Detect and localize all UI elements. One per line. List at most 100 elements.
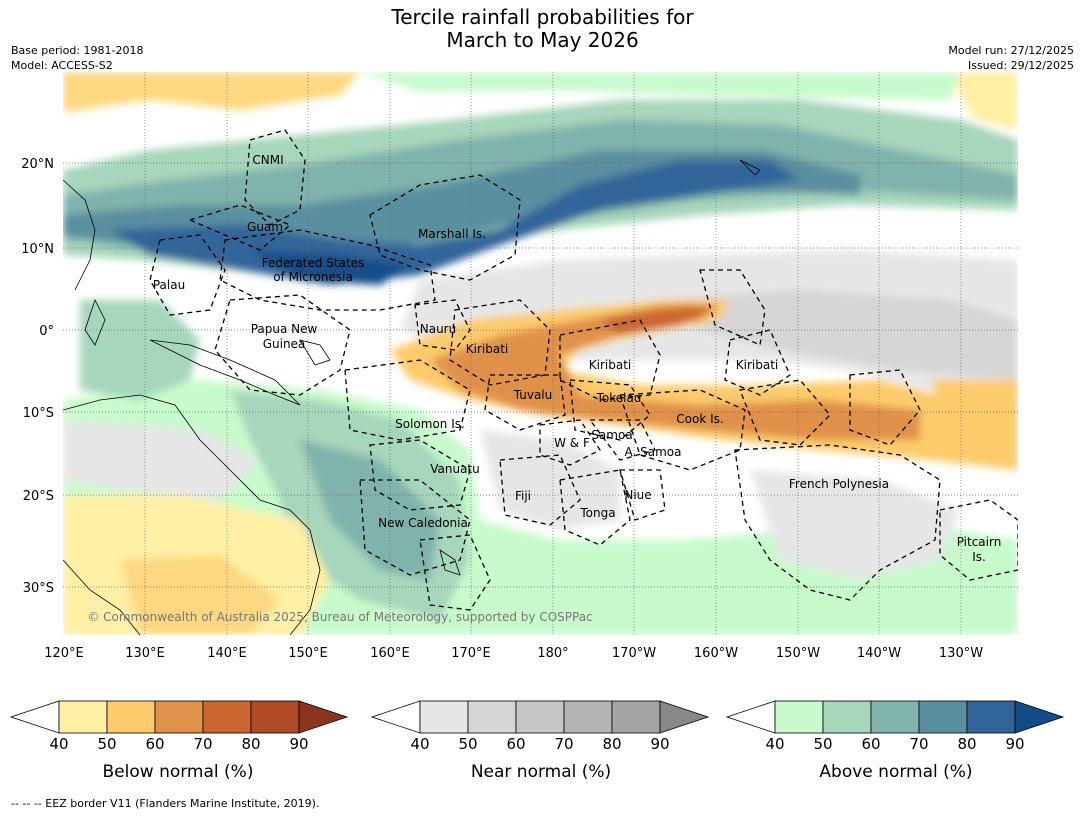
lon-label: 150°W — [776, 646, 820, 661]
region-label: Marshall Is. — [418, 227, 486, 241]
map-field: © Commonwealth of Australia 2025, Bureau… — [63, 72, 1018, 635]
colorbar-segment — [250, 700, 300, 734]
colorbar-tick-label: 50 — [813, 735, 833, 753]
colorbar-min-extension — [9, 700, 60, 734]
region-label: French Polynesia — [789, 477, 889, 491]
region-label: Federated States — [262, 256, 364, 270]
region-label: Niue — [624, 488, 651, 502]
footnote: -- -- -- EEZ border V11 (Flanders Marine… — [11, 797, 320, 810]
colorbar-max-extension — [1014, 700, 1065, 734]
region-label: Tonga — [579, 506, 615, 520]
lat-label: 10°S — [23, 406, 54, 421]
lon-label: 160°E — [370, 646, 410, 661]
colorbar-min-extension — [725, 700, 776, 734]
region-label: Kiribati — [466, 342, 508, 356]
colorbar-segment — [563, 700, 613, 734]
lon-label: 130°W — [939, 646, 983, 661]
colorbar-segment — [611, 700, 661, 734]
colorbar-segment — [154, 700, 204, 734]
region-label: Fiji — [515, 489, 531, 503]
lon-label: 180° — [537, 646, 568, 661]
lat-label: 0° — [39, 324, 54, 339]
region-label: Guam — [247, 220, 283, 234]
colorbar-segment — [467, 700, 517, 734]
latitude-labels: 20°N 10°N 0° 10°S 20°S 30°S — [21, 157, 54, 596]
colorbar-max-extension — [298, 700, 349, 734]
colorbar-segment — [515, 700, 565, 734]
colorbar-segment — [106, 700, 156, 734]
region-label: Pitcairn — [957, 535, 1002, 549]
region-label: Is. — [972, 550, 986, 564]
colorbar-tick-label: 60 — [506, 735, 526, 753]
lat-label: 30°S — [23, 581, 54, 596]
graticule — [63, 72, 1018, 635]
colorbar-tick-label: 70 — [909, 735, 929, 753]
lon-label: 130°E — [125, 646, 165, 661]
lon-label: 170°E — [451, 646, 491, 661]
region-label: Samoa — [591, 428, 632, 442]
title-line-2: March to May 2026 — [446, 28, 639, 52]
region-label: Guinea — [263, 337, 306, 351]
colorbar-max-extension — [659, 700, 710, 734]
colorbar-tick-label: 70 — [554, 735, 574, 753]
colorbar-label-below: Below normal (%) — [102, 762, 254, 782]
colorbar-tick-label: 50 — [458, 735, 478, 753]
lon-label: 160°W — [694, 646, 738, 661]
region-label: Tuvalu — [513, 388, 553, 402]
lat-label: 20°N — [21, 157, 54, 172]
region-label: New Caledonia — [378, 516, 468, 530]
title-line-1: Tercile rainfall probabilities for — [391, 5, 694, 29]
region-label: A. Samoa — [625, 445, 682, 459]
colorbar-tick-label: 40 — [765, 735, 785, 753]
colorbar-tick-label: 60 — [145, 735, 165, 753]
colorbar-label-above: Above normal (%) — [819, 762, 973, 782]
region-label: Palau — [153, 278, 185, 292]
coastlines — [63, 159, 761, 635]
colorbar-segment — [419, 700, 469, 734]
colorbar-segment — [58, 700, 108, 734]
lon-label: 120°E — [44, 646, 84, 661]
region-label: Kiribati — [589, 358, 631, 372]
colorbar-segment — [202, 700, 252, 734]
eez-borders — [149, 129, 1018, 611]
colorbar-tick-label: 80 — [602, 735, 622, 753]
region-label: Nauru — [420, 322, 456, 336]
colorbar-tick-label: 40 — [410, 735, 430, 753]
colorbar-near-normal — [370, 700, 710, 734]
region-label: Cook Is. — [676, 412, 723, 426]
colorbar-tick-label: 90 — [650, 735, 670, 753]
issued-date: Issued: 29/12/2025 — [967, 59, 1074, 72]
region-label: Vanuatu — [430, 462, 480, 476]
colorbar-above-normal — [725, 700, 1065, 734]
region-label: W & F — [554, 436, 590, 450]
longitude-labels: 120°E 130°E 140°E 150°E 160°E 170°E 180°… — [44, 646, 983, 661]
colorbar-segment — [822, 700, 872, 734]
colorbar-tick-label: 80 — [957, 735, 977, 753]
colorbar-tick-label: 70 — [193, 735, 213, 753]
colorbar-label-near: Near normal (%) — [470, 762, 612, 782]
colorbar-segment — [870, 700, 920, 734]
lon-label: 140°E — [207, 646, 247, 661]
colorbar-min-extension — [370, 700, 421, 734]
colorbar-segment — [774, 700, 824, 734]
meta-left: Base period: 1981-2018 Model: ACCESS-S2 — [11, 43, 143, 73]
lon-label: 140°W — [857, 646, 901, 661]
colorbar-tick-label: 50 — [97, 735, 117, 753]
model-name: Model: ACCESS-S2 — [11, 59, 113, 72]
lon-label: 150°E — [288, 646, 328, 661]
map-title: Tercile rainfall probabilities for March… — [0, 6, 1085, 52]
colorbar-tick-label: 40 — [49, 735, 69, 753]
colorbar-below-normal — [9, 700, 349, 734]
base-period: Base period: 1981-2018 — [11, 44, 144, 57]
meta-right: Model run: 27/12/2025 Issued: 29/12/2025 — [948, 43, 1074, 73]
lat-label: 10°N — [21, 242, 54, 257]
region-label: of Micronesia — [273, 270, 353, 284]
region-labels: CNMI Guam Marshall Is. Federated States … — [153, 153, 1001, 564]
model-run: Model run: 27/12/2025 — [948, 44, 1074, 57]
lat-label: 20°S — [23, 489, 54, 504]
colorbar-tick-label: 90 — [289, 735, 309, 753]
region-label: Papua New — [251, 322, 318, 336]
colorbar-tick-label: 80 — [241, 735, 261, 753]
colorbar-tick-label: 60 — [861, 735, 881, 753]
colorbar-segment — [918, 700, 968, 734]
